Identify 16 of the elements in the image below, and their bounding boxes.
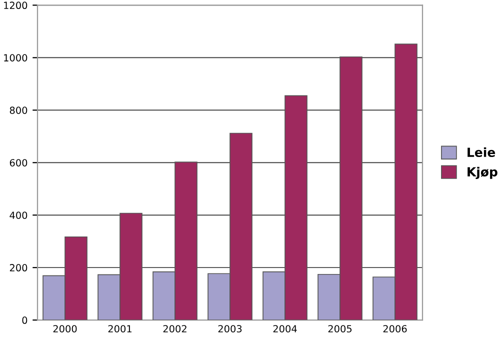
y-tick-label: 400 bbox=[10, 212, 28, 219]
legend-label: Kjøp bbox=[468, 166, 498, 180]
x-tick-label: 2000 bbox=[53, 325, 77, 332]
y-tick-label: 800 bbox=[10, 106, 28, 114]
legend-label: Leie bbox=[468, 147, 496, 158]
x-tick-label: 2002 bbox=[163, 325, 186, 332]
x-tick-label: 2003 bbox=[218, 325, 242, 332]
x-tick-label: 2006 bbox=[383, 325, 407, 332]
y-tick-label: 1000 bbox=[4, 54, 28, 62]
x-tick-label: 2004 bbox=[273, 325, 297, 332]
y-tick-label: 200 bbox=[10, 264, 28, 272]
x-tick-label: 2001 bbox=[108, 325, 132, 332]
y-tick-label: 1200 bbox=[4, 2, 28, 10]
x-tick-label: 2005 bbox=[328, 325, 352, 332]
y-tick-label: 0 bbox=[22, 316, 28, 324]
y-tick-label: 600 bbox=[10, 159, 28, 166]
